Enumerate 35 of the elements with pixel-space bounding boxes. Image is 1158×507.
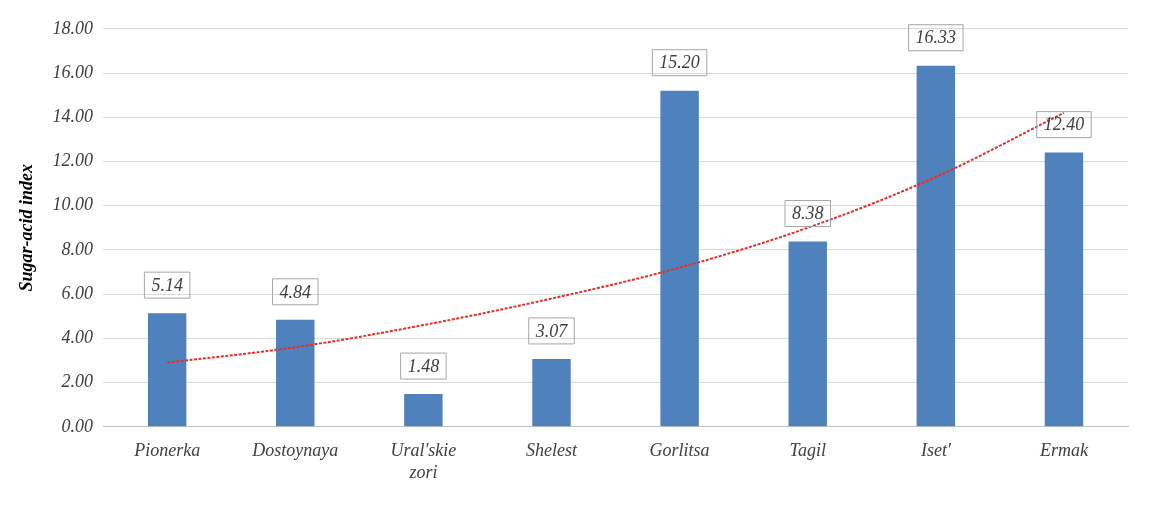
bar [916, 65, 956, 427]
y-tick-label: 4.00 [61, 327, 94, 348]
y-axis-title: Sugar-acid index [16, 164, 37, 292]
x-tick-label: Ermak [1038, 440, 1089, 461]
data-label: 5.14 [151, 274, 183, 295]
x-tick-label: Shelest [525, 440, 578, 461]
bar [1044, 152, 1084, 427]
bar [147, 313, 187, 427]
x-tick-label: Iset' [919, 440, 952, 461]
bar [532, 358, 571, 427]
bar [788, 241, 827, 427]
data-label: 16.33 [915, 27, 957, 48]
y-tick-label: 6.00 [61, 282, 94, 303]
data-label: 12.40 [1043, 114, 1085, 135]
bar [660, 90, 699, 427]
data-label: 1.48 [407, 355, 440, 376]
data-label: 15.20 [659, 52, 700, 73]
y-tick-label: 18.00 [52, 17, 94, 38]
y-tick-label: 14.00 [52, 105, 94, 126]
x-tick-label: Pionerka [133, 440, 201, 461]
data-label: 4.84 [279, 281, 312, 302]
x-tick-label: Tagil [789, 440, 826, 461]
data-label: 3.07 [534, 320, 569, 341]
x-tick-label: Ural'skie zori [390, 440, 457, 482]
y-tick-label: 16.00 [52, 61, 94, 82]
bar [276, 319, 315, 427]
x-tick-label: Gorlitsa [649, 440, 710, 461]
bar [404, 394, 443, 427]
y-tick-label: 8.00 [61, 238, 94, 259]
y-tick-label: 0.00 [61, 415, 94, 436]
x-tick-label: Dostoynaya [251, 440, 339, 461]
y-tick-label: 2.00 [61, 371, 94, 392]
y-tick-label: 12.00 [52, 150, 94, 171]
data-label: 8.38 [791, 203, 824, 224]
y-tick-label: 10.00 [52, 194, 94, 215]
